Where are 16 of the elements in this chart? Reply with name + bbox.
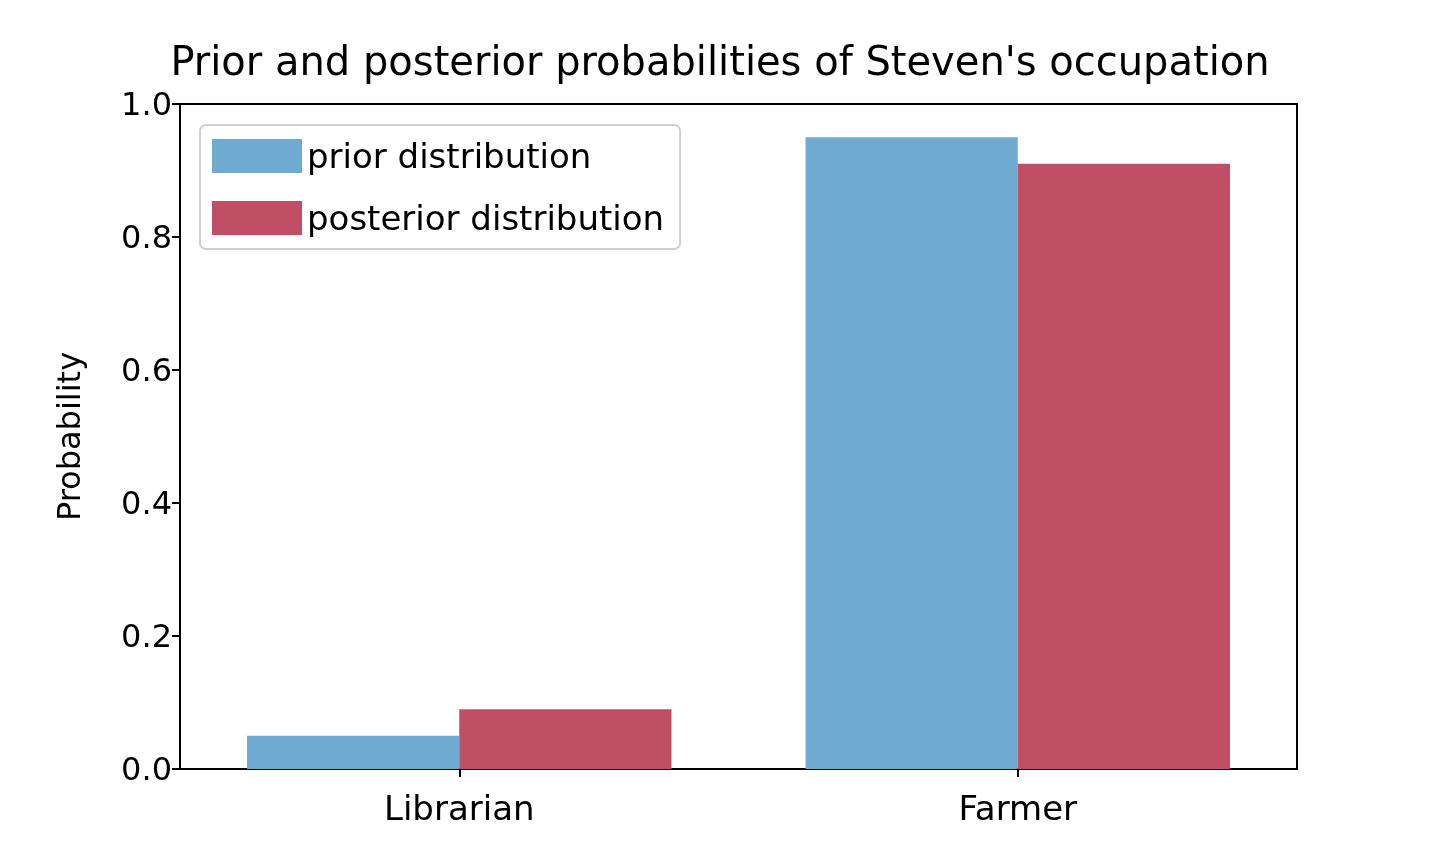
y-tick-label: 0.0 [121, 750, 172, 788]
y-axis-title: Probability [50, 351, 88, 522]
legend-label: prior distribution [307, 136, 592, 176]
chart-title: Prior and posterior probabilities of Steven's occupation [170, 38, 1270, 84]
y-tick-label: 0.2 [121, 617, 172, 655]
bar [247, 735, 460, 769]
y-tick-label: 0.6 [121, 351, 172, 389]
x-tick-label: Librarian [383, 788, 535, 828]
x-tick-label: Farmer [958, 788, 1078, 828]
y-tick-label: 0.4 [121, 484, 172, 522]
y-tick-label: 1.0 [121, 85, 172, 123]
legend-label: posterior distribution [307, 198, 665, 238]
bar [805, 137, 1018, 769]
bar [459, 709, 672, 769]
y-tick-label: 0.8 [121, 218, 172, 256]
bar [1017, 163, 1230, 769]
